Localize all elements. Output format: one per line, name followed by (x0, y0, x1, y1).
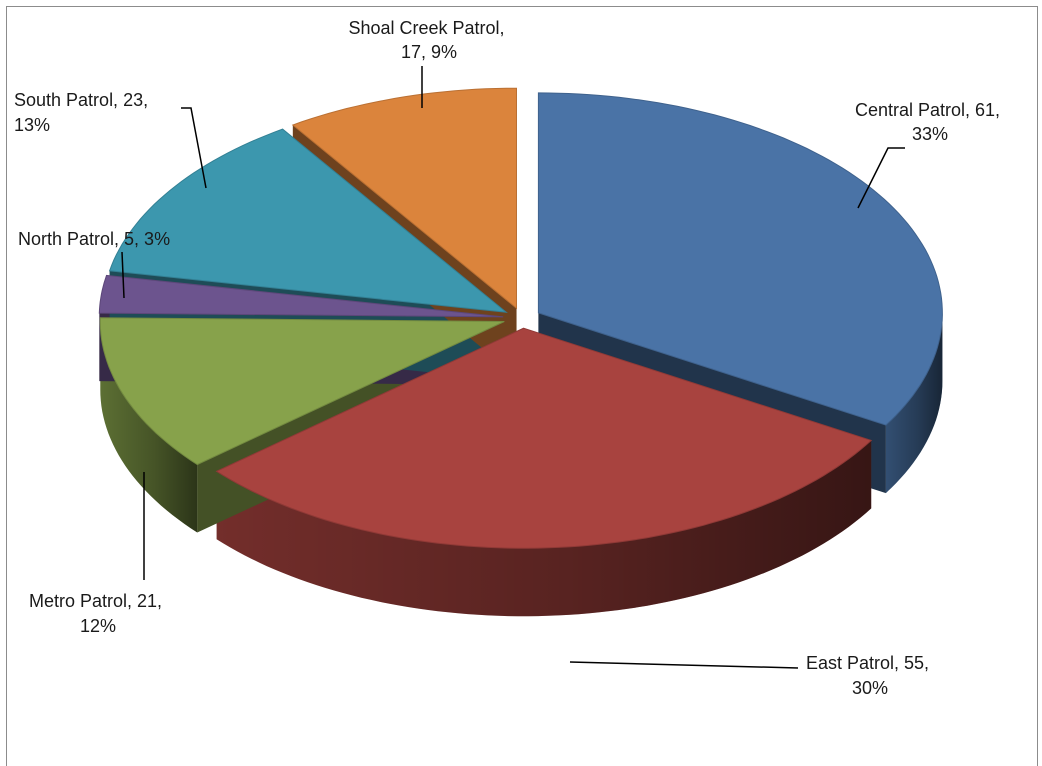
leader-line-east-patrol (569, 661, 799, 669)
pie-side-shade-east-patrol (216, 440, 872, 617)
data-label-metro-patrol: Metro Patrol, 21, 12% (29, 591, 167, 636)
pie-slice-shoal-creek-patrol (291, 87, 517, 310)
pie-side-shade-metro-patrol (100, 321, 198, 533)
data-label-east-patrol: East Patrol, 55, 30% (806, 653, 934, 698)
pie-slice-central-patrol (537, 92, 943, 426)
leader-line-central-patrol (857, 147, 905, 209)
data-label-north-patrol: North Patrol, 5, 3% (18, 229, 170, 249)
leader-line-south-patrol (181, 107, 207, 189)
data-label-shoal-creek-patrol: Shoal Creek Patrol, 17, 9% (348, 18, 509, 62)
pie-slice-north-patrol (98, 274, 504, 318)
data-label-central-patrol: Central Patrol, 61, 33% (855, 100, 1005, 144)
pie-slice-east-patrol (215, 327, 873, 549)
data-label-south-patrol: South Patrol, 23, 13% (14, 90, 153, 135)
pie-side-shade-central-patrol (885, 312, 943, 494)
leader-line-north-patrol (121, 251, 125, 299)
pie-slice-south-patrol (108, 128, 508, 313)
pie-slice-metro-patrol (99, 317, 505, 466)
